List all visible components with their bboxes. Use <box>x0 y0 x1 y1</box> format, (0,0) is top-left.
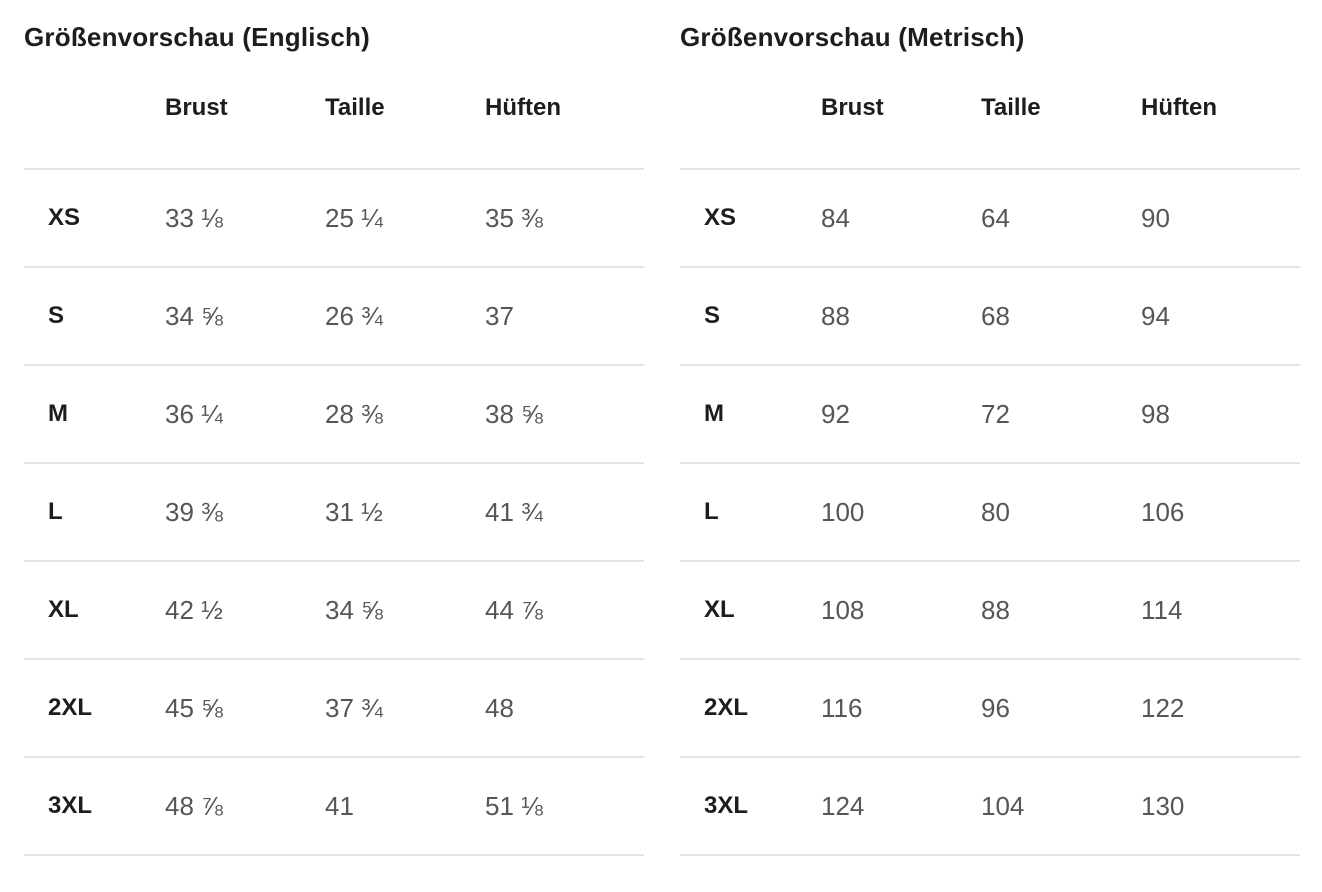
measurement-value: 72 <box>981 364 1141 463</box>
measurement-value: 122 <box>1141 658 1300 757</box>
table-row: L 100 80 106 <box>680 462 1300 561</box>
table-row: M 92 72 98 <box>680 364 1300 463</box>
measurement-value: 106 <box>1141 462 1300 561</box>
size-label: M <box>24 364 165 463</box>
measurement-value: 36 ¼ <box>165 364 325 463</box>
size-table-english: Größenvorschau (Englisch) Brust Taille Hüf… <box>24 22 644 856</box>
size-label: L <box>24 462 165 561</box>
measurement-value: 44 ⅞ <box>485 560 644 659</box>
table-row: XS 84 64 90 <box>680 168 1300 267</box>
measurement-value: 108 <box>821 560 981 659</box>
measurement-value: 124 <box>821 756 981 856</box>
size-preview-panel: Größenvorschau (Englisch) Brust Taille Hüf… <box>24 22 1300 856</box>
measurement-value: 48 <box>485 658 644 757</box>
column-header: Hüften <box>485 94 561 121</box>
size-chart-english-table: Brust Taille Hüften XS 33 ⅛ 25 ¼ 35 ⅜ S 34 ⅝ 26 ¾… <box>24 60 644 856</box>
size-label: XL <box>680 560 821 659</box>
size-label: XS <box>24 168 165 267</box>
measurement-value: 104 <box>981 756 1141 856</box>
measurement-value: 98 <box>1141 364 1300 463</box>
measurement-value: 48 ⅞ <box>165 756 325 856</box>
size-label: XS <box>680 168 821 267</box>
column-header: Brust <box>821 94 884 121</box>
size-label: M <box>680 364 821 463</box>
measurement-value: 64 <box>981 168 1141 267</box>
measurement-value: 88 <box>981 560 1141 659</box>
measurement-value: 90 <box>1141 168 1300 267</box>
measurement-value: 100 <box>821 462 981 561</box>
size-label: S <box>680 266 821 365</box>
measurement-value: 25 ¼ <box>325 168 485 267</box>
header-row: Brust Taille Hüften <box>680 60 1300 169</box>
measurement-value: 26 ¾ <box>325 266 485 365</box>
column-header: Taille <box>981 94 1041 121</box>
measurement-value: 68 <box>981 266 1141 365</box>
measurement-value: 45 ⅝ <box>165 658 325 757</box>
measurement-value: 114 <box>1141 560 1300 659</box>
measurement-value: 34 ⅝ <box>165 266 325 365</box>
measurement-value: 116 <box>821 658 981 757</box>
measurement-value: 34 ⅝ <box>325 560 485 659</box>
table-row: M 36 ¼ 28 ⅜ 38 ⅝ <box>24 364 644 463</box>
size-label: S <box>24 266 165 365</box>
table-row: XS 33 ⅛ 25 ¼ 35 ⅜ <box>24 168 644 267</box>
table-row: S 34 ⅝ 26 ¾ 37 <box>24 266 644 365</box>
measurement-value: 88 <box>821 266 981 365</box>
table-row: S 88 68 94 <box>680 266 1300 365</box>
table-title-english: Größenvorschau (Englisch) <box>24 22 370 52</box>
table-row: 3XL 48 ⅞ 41 51 ⅛ <box>24 756 644 856</box>
table-row: XL 108 88 114 <box>680 560 1300 659</box>
corner-cell <box>24 60 165 169</box>
corner-cell <box>680 60 821 169</box>
header-row: Brust Taille Hüften <box>24 60 644 169</box>
table-row: 2XL 116 96 122 <box>680 658 1300 757</box>
measurement-value: 84 <box>821 168 981 267</box>
measurement-value: 96 <box>981 658 1141 757</box>
size-label: XL <box>24 560 165 659</box>
measurement-value: 41 <box>325 756 485 856</box>
size-label: L <box>680 462 821 561</box>
table-row: L 39 ⅜ 31 ½ 41 ¾ <box>24 462 644 561</box>
measurement-value: 41 ¾ <box>485 462 644 561</box>
measurement-value: 35 ⅜ <box>485 168 644 267</box>
measurement-value: 33 ⅛ <box>165 168 325 267</box>
measurement-value: 94 <box>1141 266 1300 365</box>
measurement-value: 31 ½ <box>325 462 485 561</box>
size-table-metric: Größenvorschau (Metrisch) Brust Taille Hüf… <box>680 22 1300 856</box>
table-title-metric: Größenvorschau (Metrisch) <box>680 22 1025 52</box>
measurement-value: 28 ⅜ <box>325 364 485 463</box>
column-header: Hüften <box>1141 94 1217 121</box>
measurement-value: 92 <box>821 364 981 463</box>
measurement-value: 39 ⅜ <box>165 462 325 561</box>
column-header: Taille <box>325 94 385 121</box>
table-row: XL 42 ½ 34 ⅝ 44 ⅞ <box>24 560 644 659</box>
measurement-value: 37 ¾ <box>325 658 485 757</box>
table-row: 2XL 45 ⅝ 37 ¾ 48 <box>24 658 644 757</box>
measurement-value: 38 ⅝ <box>485 364 644 463</box>
column-header: Brust <box>165 94 228 121</box>
measurement-value: 37 <box>485 266 644 365</box>
measurement-value: 51 ⅛ <box>485 756 644 856</box>
table-row: 3XL 124 104 130 <box>680 756 1300 856</box>
size-chart-metric-table: Brust Taille Hüften XS 84 64 90 S 88 68 94 M 92 72 98 L… <box>680 60 1300 856</box>
measurement-value: 130 <box>1141 756 1300 856</box>
size-label: 2XL <box>680 658 821 757</box>
measurement-value: 42 ½ <box>165 560 325 659</box>
size-label: 2XL <box>24 658 165 757</box>
measurement-value: 80 <box>981 462 1141 561</box>
size-label: 3XL <box>680 756 821 856</box>
size-label: 3XL <box>24 756 165 856</box>
